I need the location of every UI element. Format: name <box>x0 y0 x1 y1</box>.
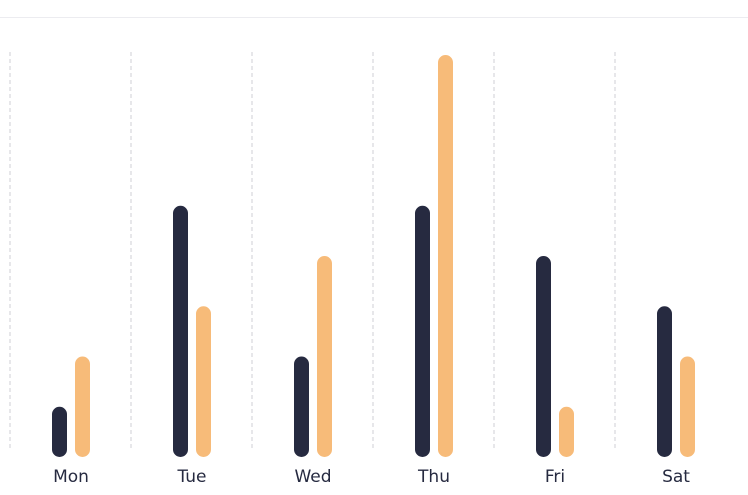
x-tick-label: Mon <box>53 467 89 487</box>
bar-wed-series-1 <box>294 356 309 457</box>
bar-tue-series-1 <box>173 205 188 457</box>
bar-tue-series-2 <box>196 306 211 457</box>
x-tick-label: Tue <box>176 467 206 487</box>
x-axis-labels: Mon Tue Wed Thu Fri Sat <box>53 467 690 487</box>
x-tick-label: Fri <box>545 467 565 487</box>
bar-sat-series-1 <box>657 306 672 457</box>
grid-lines <box>9 52 616 451</box>
x-tick-label: Wed <box>294 467 331 487</box>
bar-fri-series-2 <box>559 406 574 457</box>
x-tick-label: Sat <box>662 467 690 487</box>
bar-mon-series-2 <box>75 356 90 457</box>
bar-mon-series-1 <box>52 406 67 457</box>
bar-sat-series-2 <box>680 356 695 457</box>
top-divider <box>0 17 748 18</box>
bar-thu-series-1 <box>415 205 430 457</box>
bar-wed-series-2 <box>317 256 332 457</box>
bars <box>52 55 695 458</box>
x-tick-label: Thu <box>417 467 450 487</box>
bar-thu-series-2 <box>438 55 453 458</box>
bar-fri-series-1 <box>536 256 551 457</box>
